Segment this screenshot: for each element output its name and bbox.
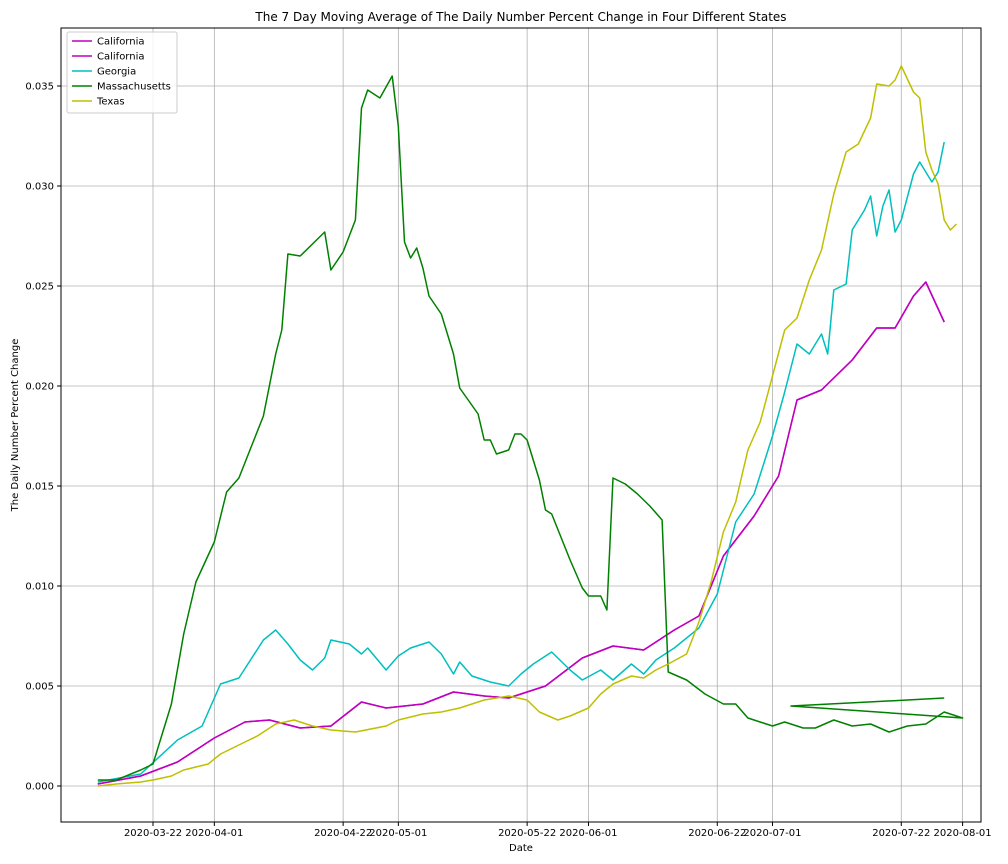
x-tick-label: 2020-05-22: [498, 828, 556, 839]
legend: California California Georgia Massachusetts…: [66, 31, 178, 114]
y-tick-label: 0.025: [25, 282, 54, 293]
legend-box: [66, 31, 178, 114]
x-tick-label: 2020-05-01: [369, 828, 427, 839]
legend-label: California: [97, 52, 145, 63]
plot-frame: [60, 27, 982, 823]
x-tick-label: 2020-03-22: [124, 828, 182, 839]
y-axis: 0.000 0.005 0.010 0.015 0.020 0.025 0.030 0.035: [25, 82, 61, 793]
y-tick-label: 0.035: [25, 82, 54, 93]
grid: [61, 28, 981, 822]
y-axis-label: The Daily Number Percent Change: [10, 339, 21, 513]
x-tick-label: 2020-07-01: [743, 828, 801, 839]
x-axis-label: Date: [509, 843, 533, 854]
legend-label: Georgia: [97, 67, 136, 78]
legend-label: Texas: [96, 97, 125, 108]
y-tick-label: 0.020: [25, 382, 54, 393]
series-line-texas-4: [97, 65, 958, 787]
x-axis: 2020-03-22 2020-04-01 2020-04-222020-05-01…: [124, 822, 992, 839]
x-tick-label: 2020-08-01: [934, 828, 992, 839]
chart-title: The 7 Day Moving Average of The Daily Nu…: [254, 10, 786, 24]
y-tick-label: 0.000: [25, 782, 54, 793]
x-tick-label: 2020-07-22: [872, 828, 930, 839]
y-tick-label: 0.030: [25, 182, 54, 193]
series-line-california-1: [97, 281, 945, 785]
x-tick-label: 2020-04-01: [185, 828, 243, 839]
y-tick-label: 0.005: [25, 682, 54, 693]
x-tick-label: 2020-06-22: [688, 828, 746, 839]
series-line-massachusetts-3: [97, 75, 964, 781]
legend-label: California: [97, 37, 145, 48]
series-line-georgia-2: [97, 141, 945, 783]
series-lines: [97, 65, 964, 787]
y-tick-label: 0.015: [25, 482, 54, 493]
x-tick-label: 2020-06-01: [559, 828, 617, 839]
y-tick-label: 0.010: [25, 582, 54, 593]
legend-label: Massachusetts: [97, 82, 171, 93]
x-tick-label: 2020-04-22: [314, 828, 372, 839]
